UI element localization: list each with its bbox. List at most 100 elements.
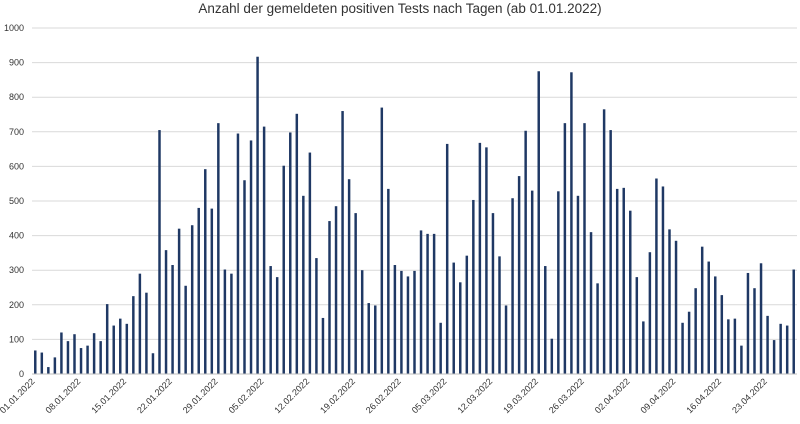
bar [570,72,573,374]
bar [262,126,266,374]
bar [204,169,207,374]
bar [759,263,763,374]
y-tick-label: 600 [9,161,24,171]
bar [452,262,455,374]
x-tick-label: 09.04.2022 [639,376,678,415]
bar [360,270,364,374]
bar [158,130,161,374]
chart-title: Anzahl der gemeldeten positiven Tests na… [198,1,602,16]
bar [99,341,102,374]
bar [112,325,115,374]
bar [504,305,508,374]
bar [615,188,619,374]
bar [217,123,220,375]
bar [687,311,691,374]
y-tick-label: 800 [9,92,24,102]
bar [256,56,259,374]
bar [66,341,70,374]
bar [34,350,37,374]
bar [700,246,704,374]
bar [73,334,76,374]
bar [432,233,436,374]
bar [387,188,390,374]
bar [583,123,586,375]
x-tick-label: 22.01.2022 [135,376,174,415]
bar [563,123,567,375]
bar [393,265,397,374]
bar [125,323,129,374]
bar [478,142,482,374]
bar [550,338,554,374]
bar [720,295,724,374]
bar [341,111,344,374]
bar [334,206,338,374]
bar [53,357,57,374]
bar [275,277,279,374]
bar [210,208,214,374]
bar [439,322,442,374]
y-tick-label: 300 [9,265,24,275]
bar [661,186,665,374]
bar [190,225,194,374]
bar [629,210,632,374]
bar [772,340,776,374]
bar [537,71,540,374]
x-tick-label: 08.01.2022 [44,376,83,415]
bar [177,228,181,374]
bar [406,276,410,374]
bar [302,195,305,374]
bar [426,233,429,374]
bars [34,56,795,375]
bar [530,190,534,374]
x-tick-label: 02.04.2022 [593,376,632,415]
bar [753,288,756,374]
bar [465,255,469,374]
bar [544,266,547,374]
bar [517,176,521,374]
y-tick-label: 0 [19,369,24,379]
bar [347,179,351,374]
bar [197,207,200,374]
bar [354,213,357,374]
bar [164,250,168,374]
bar [374,305,377,374]
bar [589,232,593,374]
y-tick-label: 100 [9,334,24,344]
bar [642,321,645,374]
bar [694,288,697,374]
y-tick-label: 900 [9,58,24,68]
bar [655,178,658,374]
bar [576,195,580,374]
bar [413,270,416,374]
bar [380,107,384,374]
bar [602,109,606,374]
y-tick-label: 500 [9,196,24,206]
bar [151,353,155,374]
y-tick-label: 400 [9,231,24,241]
bar [635,277,639,374]
x-tick-label: 26.03.2022 [547,376,586,415]
bar [766,315,769,374]
bar [511,198,514,374]
bar [132,296,135,374]
bar [315,258,318,374]
bar [230,273,233,374]
bar [714,276,717,374]
bar [622,187,625,374]
x-tick-label: 15.01.2022 [89,376,128,415]
bar [785,325,789,374]
bar [105,304,109,374]
x-tick-label: 29.01.2022 [181,376,220,415]
x-tick-label: 12.03.2022 [455,376,494,415]
x-tick-label: 12.02.2022 [272,376,311,415]
x-tick-label: 05.03.2022 [410,376,449,415]
bar [596,283,599,374]
bar [282,165,285,374]
bar [498,256,501,374]
x-tick-label: 05.02.2022 [227,376,266,415]
bar [707,261,710,374]
y-tick-label: 200 [9,300,24,310]
bar [648,252,652,374]
